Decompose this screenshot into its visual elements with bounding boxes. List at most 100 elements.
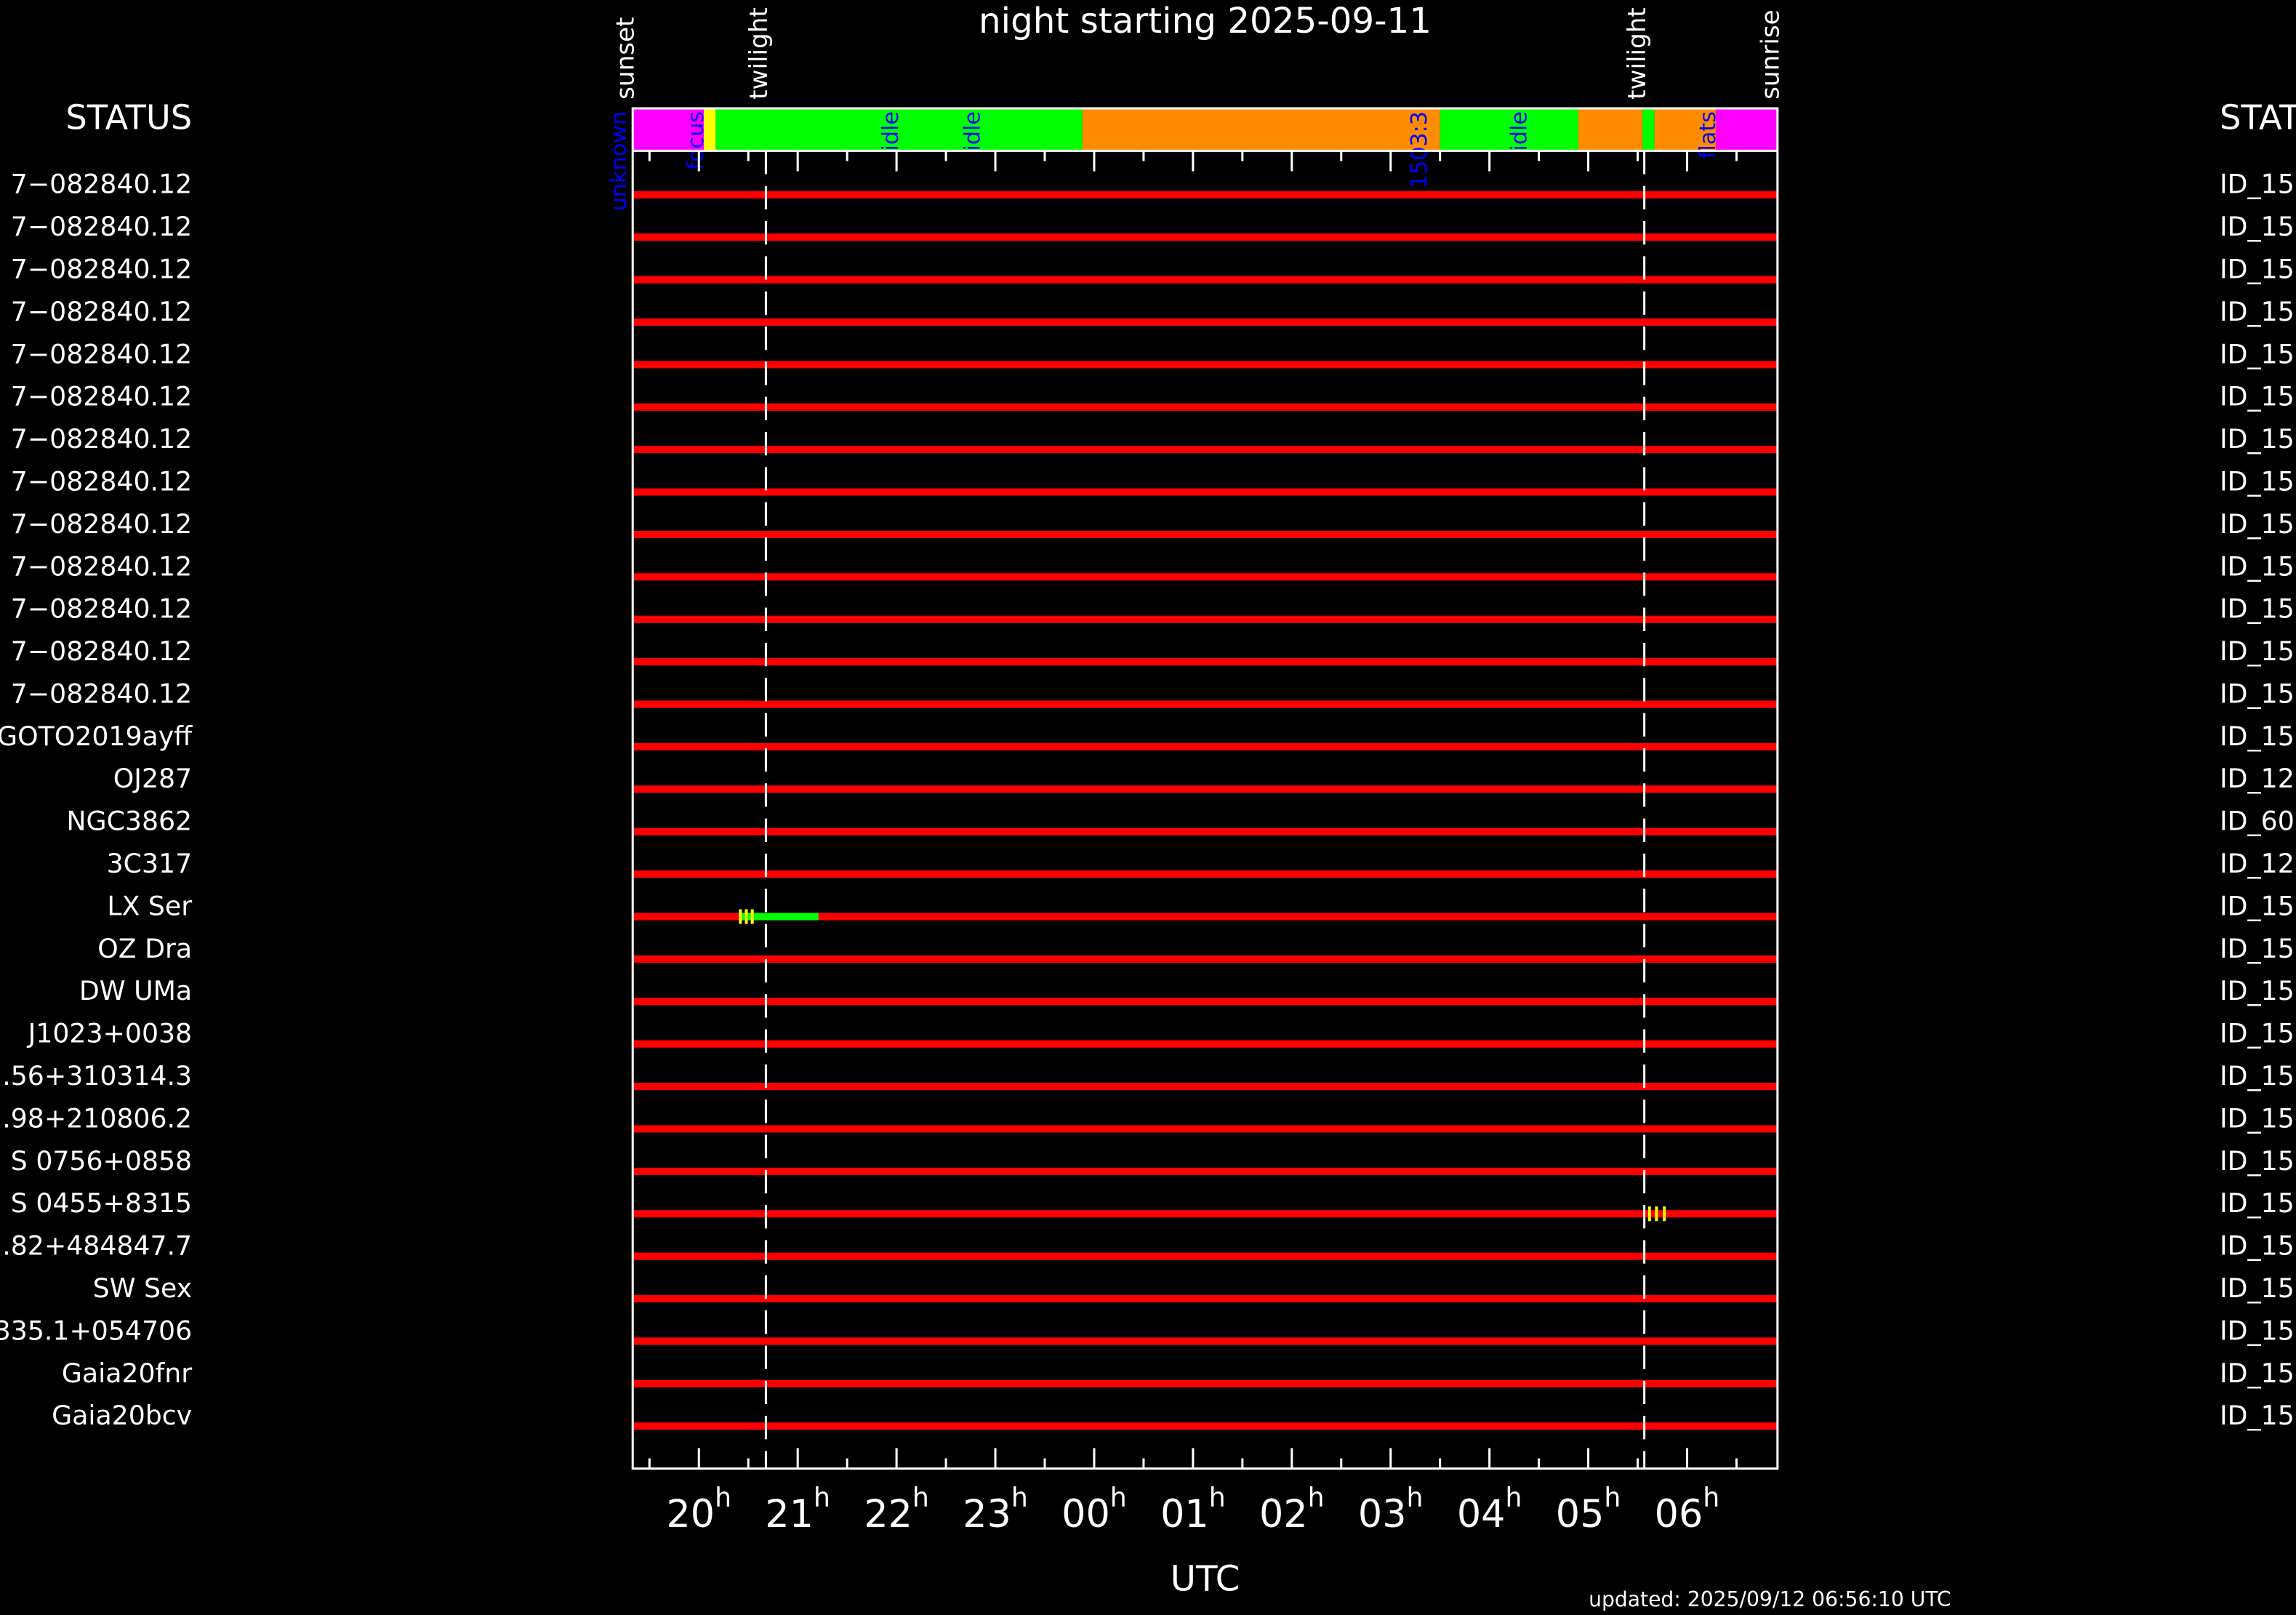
row-bar	[633, 955, 1778, 963]
status-segment	[1082, 108, 1440, 151]
x-tick-unit: h	[1604, 1482, 1621, 1513]
id-label: ID_15	[2220, 933, 2295, 964]
id-label: ID_15	[2220, 636, 2295, 667]
x-tick-unit: h	[715, 1482, 731, 1513]
status-segment	[633, 108, 705, 151]
id-label: ID_15	[2220, 296, 2295, 327]
x-tick-number: 06	[1655, 1492, 1703, 1536]
x-tick-number: 03	[1358, 1492, 1407, 1536]
row-bar	[633, 233, 1778, 241]
status-segment	[1440, 108, 1578, 151]
left-header: STATUS	[65, 98, 192, 137]
x-tick-label: 23h	[963, 1482, 1028, 1536]
x-tick-label: 05h	[1556, 1482, 1621, 1536]
row-bar	[633, 1210, 1778, 1218]
x-tick-label: 22h	[864, 1482, 929, 1536]
row-bar	[633, 785, 1778, 793]
row-bar	[633, 361, 1778, 369]
status-label: idle	[878, 111, 904, 151]
id-label: ID_15	[2220, 1400, 2295, 1431]
id-label: ID_15	[2220, 338, 2295, 369]
x-tick-number: 02	[1259, 1492, 1308, 1536]
target-label: J1023+0038	[27, 1018, 192, 1049]
row-bar	[633, 573, 1778, 581]
id-label: ID_15	[2220, 254, 2295, 285]
target-label: 7−082840.12	[11, 636, 192, 667]
row-bar	[633, 827, 1778, 835]
event-label: sunset	[611, 17, 641, 100]
id-label: ID_15	[2220, 1060, 2295, 1091]
observed-bar	[739, 913, 819, 921]
x-tick-label: 00h	[1061, 1482, 1127, 1536]
target-label: 7−082840.12	[11, 678, 192, 709]
status-label: focus	[683, 111, 709, 170]
row-bar	[633, 1040, 1778, 1048]
target-label: DW UMa	[79, 975, 192, 1006]
x-tick-label: 02h	[1259, 1482, 1325, 1536]
x-tick-unit: h	[1011, 1482, 1028, 1513]
x-tick-unit: h	[1110, 1482, 1127, 1513]
target-label: .98+210806.2	[2, 1102, 192, 1134]
id-label: ID_15	[2220, 1358, 2295, 1389]
status-segment	[1654, 108, 1716, 151]
id-label: ID_60	[2220, 806, 2295, 837]
x-tick-label: 01h	[1160, 1482, 1226, 1536]
chart-title: night starting 2025-09-11	[979, 1, 1432, 41]
status-label: unknown	[606, 111, 632, 211]
right-header: STAT	[2220, 98, 2296, 137]
x-axis-label: UTC	[1171, 1559, 1240, 1600]
row-bar	[633, 530, 1778, 538]
id-label: ID_15	[2220, 381, 2295, 412]
id-label: ID_15	[2220, 890, 2295, 921]
id-label: ID_15	[2220, 1018, 2295, 1049]
x-tick-label: 20h	[666, 1482, 731, 1536]
target-label: 7−082840.12	[11, 211, 192, 242]
id-label: ID_15	[2220, 169, 2295, 200]
x-tick-label: 04h	[1457, 1482, 1522, 1536]
target-label: 7−082840.12	[11, 338, 192, 369]
row-bar	[633, 1125, 1778, 1133]
target-label: 7−082840.12	[11, 508, 192, 540]
row-bar	[633, 1337, 1778, 1345]
id-label: ID_15	[2220, 1273, 2295, 1304]
target-label: .82+484847.7	[2, 1230, 192, 1262]
x-tick-unit: h	[1407, 1482, 1424, 1513]
x-tick-unit: h	[1308, 1482, 1325, 1513]
x-tick-number: 01	[1160, 1492, 1209, 1536]
id-label: ID_15	[2220, 1315, 2295, 1346]
event-label: sunrise	[1756, 9, 1785, 100]
row-bar	[633, 1422, 1778, 1430]
target-label: .56+310314.3	[2, 1060, 192, 1091]
target-label: Gaia20bcv	[52, 1400, 192, 1431]
target-label: S 0756+0858	[11, 1145, 192, 1177]
row-bar	[633, 191, 1778, 199]
footer: updated: 2025/09/12 06:56:10 UTC	[1589, 1587, 1951, 1611]
id-label: ID_15	[2220, 721, 2295, 752]
row-bar	[633, 1083, 1778, 1091]
x-tick-number: 21	[765, 1492, 814, 1536]
target-label: 7−082840.12	[11, 465, 192, 497]
target-label: OJ287	[113, 763, 192, 794]
id-label: ID_15	[2220, 678, 2295, 709]
target-label: Gaia20fnr	[62, 1358, 192, 1389]
row-bar	[633, 1379, 1778, 1387]
row-bar	[633, 1167, 1778, 1175]
row-bar	[633, 870, 1778, 878]
x-tick-number: 04	[1457, 1492, 1506, 1536]
target-label: 7−082840.12	[11, 593, 192, 625]
x-tick-unit: h	[912, 1482, 929, 1513]
id-label: ID_15	[2220, 593, 2295, 625]
target-label: 7−082840.12	[11, 169, 192, 200]
x-tick-unit: h	[1505, 1482, 1522, 1513]
status-segment	[1715, 108, 1778, 151]
target-label: S 0455+8315	[11, 1187, 192, 1219]
id-label: ID_15	[2220, 508, 2295, 540]
id-label: ID_15	[2220, 423, 2295, 454]
row-bar	[633, 318, 1778, 326]
id-label: ID_15	[2220, 1187, 2295, 1219]
target-label: 7−082840.12	[11, 423, 192, 454]
row-bar	[633, 488, 1778, 496]
row-bar	[633, 913, 1778, 921]
